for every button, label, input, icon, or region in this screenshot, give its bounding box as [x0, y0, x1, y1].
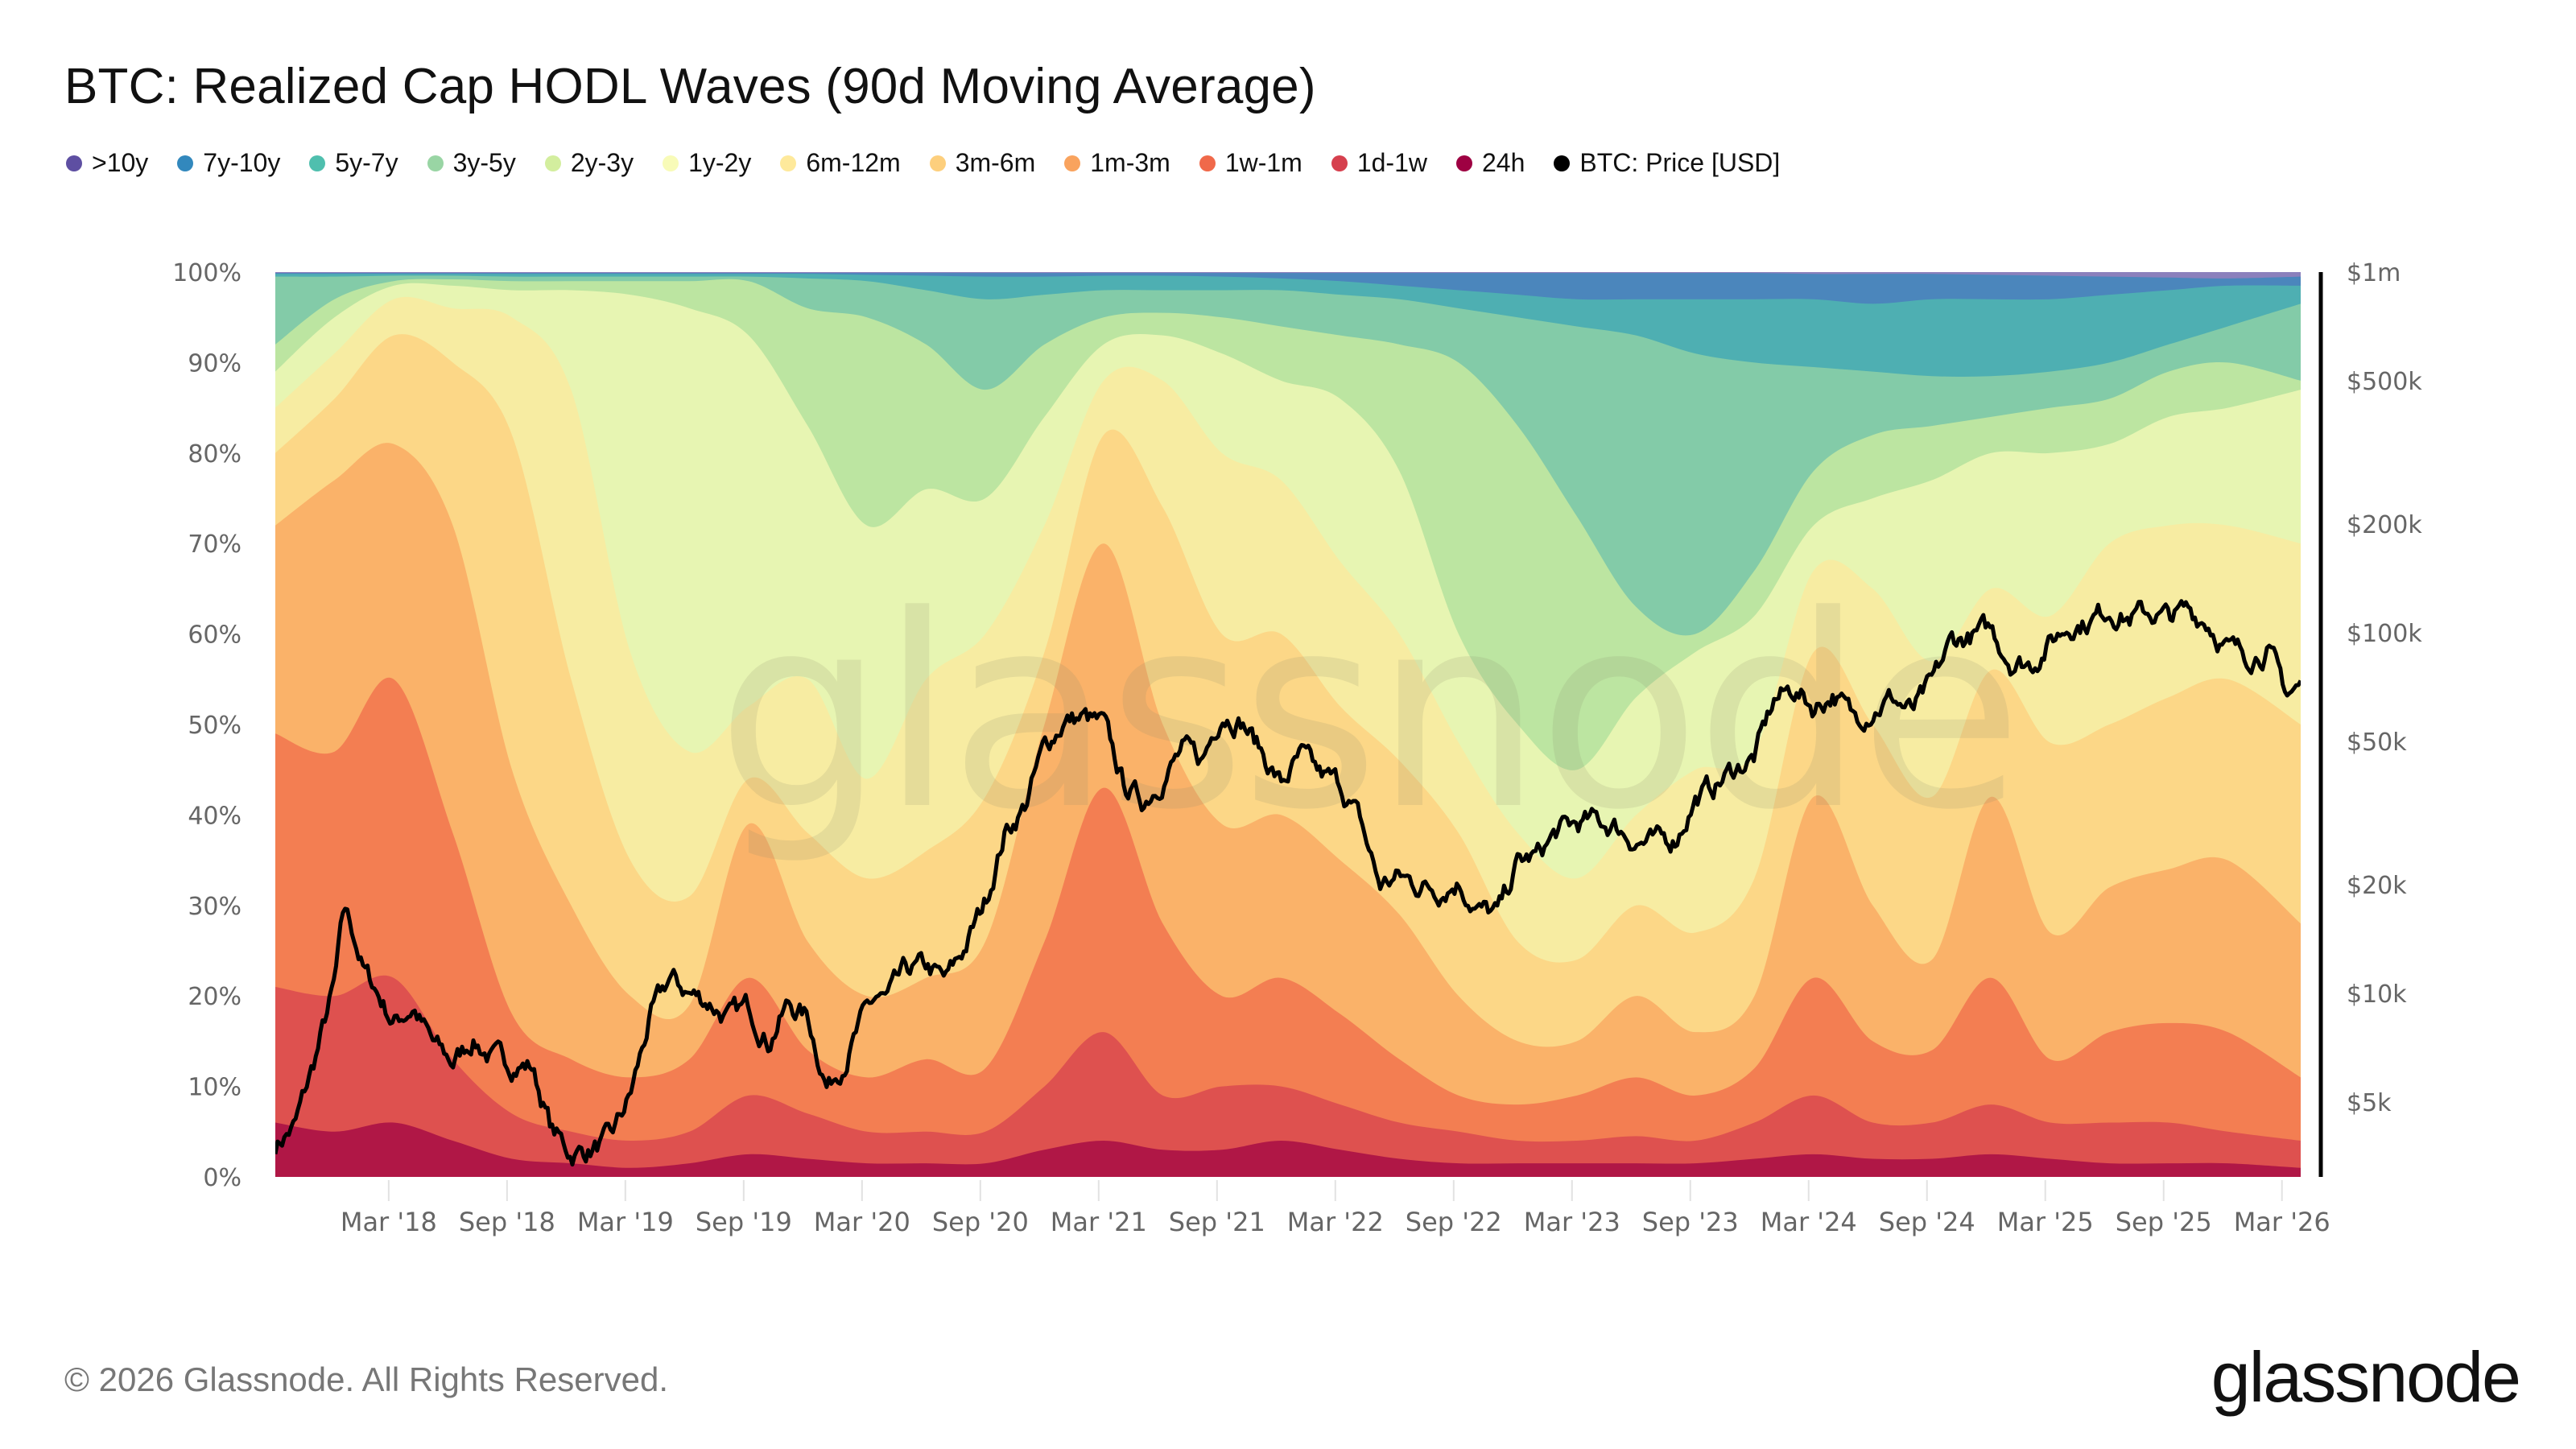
- legend-item[interactable]: >10y: [66, 148, 148, 178]
- legend-label: BTC: Price [USD]: [1579, 148, 1781, 177]
- band-1m-3m: [275, 443, 2301, 1177]
- price-axis-tick-label: $10k: [2347, 980, 2407, 1009]
- legend-dot-icon: [66, 155, 82, 171]
- price-axis-tick-label: $100k: [2347, 620, 2422, 648]
- legend-dot-icon: [1199, 155, 1216, 171]
- y-axis-tick-label: 50%: [188, 712, 242, 740]
- price-axis-tick-label: $200k: [2347, 511, 2422, 539]
- y-axis-tick-label: 80%: [188, 440, 242, 469]
- x-axis-tick-label: Sep '23: [1642, 1207, 1739, 1237]
- price-axis-tick-label: $5k: [2347, 1089, 2392, 1117]
- x-axis-tick-label: Mar '23: [1524, 1207, 1620, 1237]
- y-axis-tick-label: 70%: [188, 530, 242, 559]
- legend-item[interactable]: 1d-1w: [1331, 148, 1427, 178]
- x-axis-tick-label: Mar '24: [1761, 1207, 1857, 1237]
- price-axis-tick-label: $20k: [2347, 872, 2407, 900]
- x-axis-tick-label: Mar '25: [1997, 1207, 2094, 1237]
- price-axis-tick-label: $500k: [2347, 368, 2422, 396]
- legend-dot-icon: [177, 155, 194, 171]
- legend-item[interactable]: 1m-3m: [1064, 148, 1170, 178]
- legend-label: 1m-3m: [1090, 148, 1170, 177]
- legend-item[interactable]: BTC: Price [USD]: [1554, 148, 1780, 178]
- legend: >10y 7y-10y 5y-7y 3y-5y 2y-3y 1y-2y 6m-12m 3m-6…: [66, 148, 1809, 178]
- x-axis-tick-label: Sep '21: [1169, 1207, 1265, 1237]
- legend-item[interactable]: 7y-10y: [177, 148, 280, 178]
- price-axis-tick-label: $1m: [2347, 259, 2401, 287]
- y-axis-tick-label: 40%: [188, 802, 242, 830]
- price-series: [275, 599, 2301, 1167]
- legend-label: 1d-1w: [1356, 148, 1427, 177]
- x-axis-tick-label: Mar '22: [1287, 1207, 1384, 1237]
- legend-label: 3m-6m: [955, 148, 1036, 177]
- legend-dot-icon: [663, 155, 679, 171]
- legend-label: >10y: [92, 148, 149, 177]
- legend-item[interactable]: 1w-1m: [1199, 148, 1302, 178]
- legend-item[interactable]: 3m-6m: [929, 148, 1036, 178]
- legend-item[interactable]: 1y-2y: [663, 148, 751, 178]
- legend-item[interactable]: 24h: [1455, 148, 1525, 178]
- area-bands: [275, 272, 2301, 1177]
- x-axis-tick-label: Sep '19: [696, 1207, 792, 1237]
- y-axis-tick-label: 30%: [188, 893, 242, 921]
- x-axis-tick-label: Sep '20: [932, 1207, 1029, 1237]
- y-axis-tick-label: 60%: [188, 621, 242, 650]
- legend-item[interactable]: 2y-3y: [544, 148, 634, 178]
- y-axis-tick-label: 100%: [172, 259, 242, 287]
- copyright-text: © 2026 Glassnode. All Rights Reserved.: [64, 1360, 669, 1398]
- chart-title: BTC: Realized Cap HODL Waves (90d Moving…: [64, 59, 1316, 114]
- legend-label: 2y-3y: [570, 148, 634, 177]
- x-axis-tick-label: Mar '18: [341, 1207, 437, 1237]
- band-1w-1m: [275, 677, 2301, 1177]
- y-axis-tick-label: 20%: [188, 983, 242, 1011]
- price-axis-tick-label: $50k: [2347, 729, 2407, 757]
- glassnode-logo[interactable]: glassnode: [2211, 1337, 2521, 1417]
- y-axis-tick-label: 90%: [188, 349, 242, 378]
- legend-dot-icon: [1455, 155, 1472, 171]
- price-line: [275, 599, 2301, 1167]
- legend-label: 7y-10y: [203, 148, 281, 177]
- x-axis-tick-label: Mar '21: [1051, 1207, 1147, 1237]
- legend-dot-icon: [929, 155, 946, 171]
- legend-dot-icon: [1064, 155, 1081, 171]
- x-axis-tick-label: Mar '20: [814, 1207, 910, 1237]
- legend-dot-icon: [1554, 155, 1571, 171]
- band-24h: [275, 1122, 2301, 1177]
- x-axis-tick-label: Sep '18: [459, 1207, 555, 1237]
- legend-dot-icon: [544, 155, 561, 171]
- y-axis-tick-label: 10%: [188, 1074, 242, 1102]
- y-axis-tick-label: 0%: [203, 1164, 242, 1192]
- x-axis-tick-label: Mar '19: [577, 1207, 674, 1237]
- watermark-text: glassnode: [716, 559, 2018, 868]
- legend-label: 24h: [1481, 148, 1525, 177]
- x-axis-tick-label: Sep '24: [1879, 1207, 1975, 1237]
- legend-label: 5y-7y: [335, 148, 398, 177]
- legend-dot-icon: [309, 155, 326, 171]
- legend-label: 6m-12m: [806, 148, 901, 177]
- legend-item[interactable]: 5y-7y: [309, 148, 398, 178]
- legend-label: 1y-2y: [688, 148, 752, 177]
- axes: 0% 10% 20% 30% 40% 50% 60% 70% 80% 90% 100% $5k $10k…: [172, 259, 2422, 1237]
- legend-dot-icon: [780, 155, 797, 171]
- legend-item[interactable]: 6m-12m: [780, 148, 901, 178]
- legend-dot-icon: [427, 155, 444, 171]
- band-1d-1w: [275, 975, 2301, 1177]
- legend-label: 3y-5y: [452, 148, 516, 177]
- x-axis-tick-label: Sep '22: [1406, 1207, 1502, 1237]
- watermark: glassnode: [716, 559, 2023, 868]
- x-axis-tick-label: Mar '26: [2234, 1207, 2330, 1237]
- x-axis-tick-label: Sep '25: [2116, 1207, 2212, 1237]
- legend-label: 1w-1m: [1224, 148, 1302, 177]
- legend-item[interactable]: 3y-5y: [427, 148, 516, 178]
- legend-dot-icon: [1331, 155, 1348, 171]
